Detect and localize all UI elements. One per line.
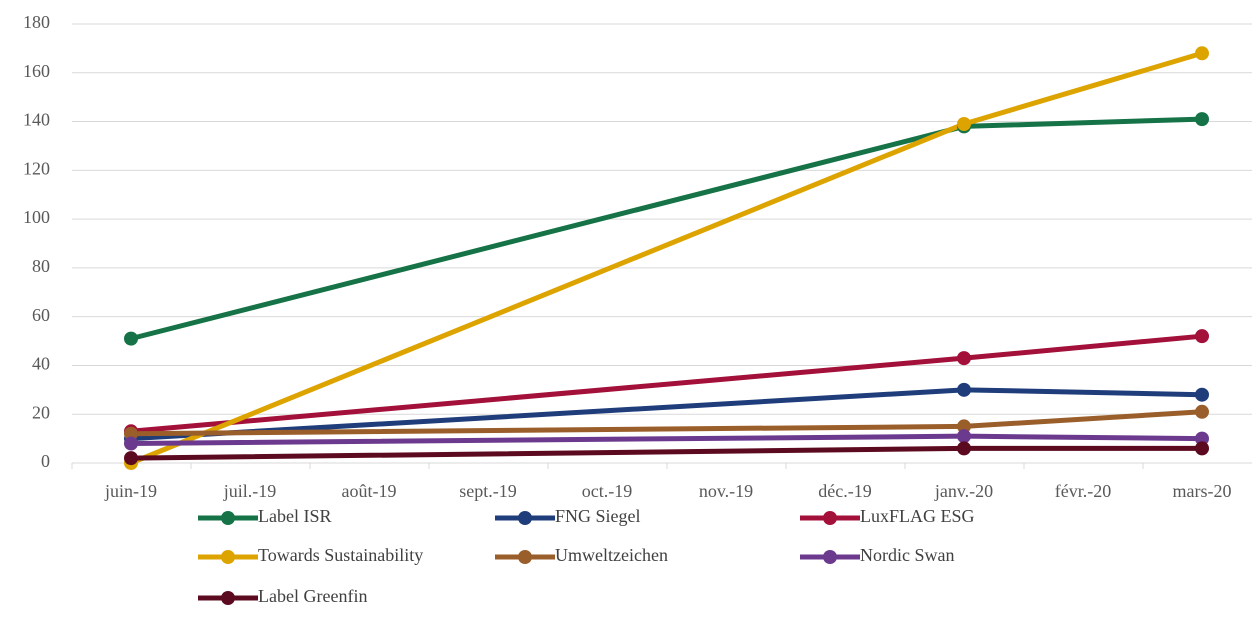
x-tick-label: juin-19 xyxy=(104,481,157,501)
series-line xyxy=(128,123,967,342)
y-tick-label: 20 xyxy=(32,402,50,422)
legend-label: Umweltzeichen xyxy=(555,545,668,565)
legend-marker xyxy=(823,550,837,564)
series-line xyxy=(961,387,1205,398)
data-point xyxy=(957,351,971,366)
legend: Label ISR FNG Siegel LuxFLAG ESG Towards Su… xyxy=(198,506,975,606)
data-point xyxy=(957,441,971,456)
legend-label: Nordic Swan xyxy=(860,545,954,565)
y-tick-label: 140 xyxy=(23,110,50,130)
x-tick-label: oct.-19 xyxy=(582,481,632,501)
x-tick-label: août-19 xyxy=(342,481,397,501)
series-line xyxy=(961,433,1205,442)
y-tick-label: 60 xyxy=(32,305,50,325)
series-line xyxy=(128,423,967,437)
legend-marker xyxy=(823,511,837,525)
series-line xyxy=(128,121,967,466)
data-point xyxy=(1195,329,1209,344)
legend-marker xyxy=(221,550,235,564)
data-point xyxy=(1195,404,1209,419)
series-line xyxy=(128,433,967,446)
y-tick-label: 100 xyxy=(23,207,50,227)
data-point xyxy=(957,382,971,397)
data-point xyxy=(124,331,138,346)
data-point xyxy=(957,116,971,131)
legend-marker xyxy=(221,511,235,525)
legend-label: Label Greenfin xyxy=(258,586,367,606)
y-tick-label: 160 xyxy=(23,61,50,81)
legend-marker xyxy=(221,591,235,605)
legend-marker xyxy=(518,511,532,525)
data-point xyxy=(124,436,138,451)
y-tick-label: 0 xyxy=(41,451,50,471)
data-point xyxy=(957,419,971,434)
series-line xyxy=(128,355,967,434)
series-line xyxy=(961,409,1205,429)
data-point xyxy=(957,429,971,444)
data-point xyxy=(1195,441,1209,456)
series-line xyxy=(961,333,1205,361)
data-point xyxy=(1195,112,1209,127)
series-line xyxy=(961,116,1205,129)
data-point xyxy=(1195,46,1209,61)
series-line xyxy=(128,445,967,461)
series-line xyxy=(961,50,1205,127)
data-point xyxy=(124,426,138,441)
x-tick-label: févr.-20 xyxy=(1055,481,1111,501)
x-tick-label: déc.-19 xyxy=(818,481,871,501)
y-tick-label: 180 xyxy=(23,12,50,32)
data-point xyxy=(1195,387,1209,402)
legend-label: Label ISR xyxy=(258,506,332,526)
legend-label: FNG Siegel xyxy=(555,506,641,526)
y-tick-label: 40 xyxy=(32,354,50,374)
legend-marker xyxy=(518,550,532,564)
data-point xyxy=(124,451,138,466)
data-point xyxy=(1195,431,1209,446)
legend-label: LuxFLAG ESG xyxy=(860,506,975,526)
legend-label: Towards Sustainability xyxy=(258,545,423,565)
x-tick-label: janv.-20 xyxy=(934,481,993,501)
x-tick-label: juil.-19 xyxy=(223,481,277,501)
y-tick-label: 80 xyxy=(32,256,50,276)
x-tick-label: sept.-19 xyxy=(459,481,517,501)
y-tick-label: 120 xyxy=(23,158,50,178)
x-tick-label: mars-20 xyxy=(1173,481,1232,501)
x-tick-label: nov.-19 xyxy=(699,481,753,501)
